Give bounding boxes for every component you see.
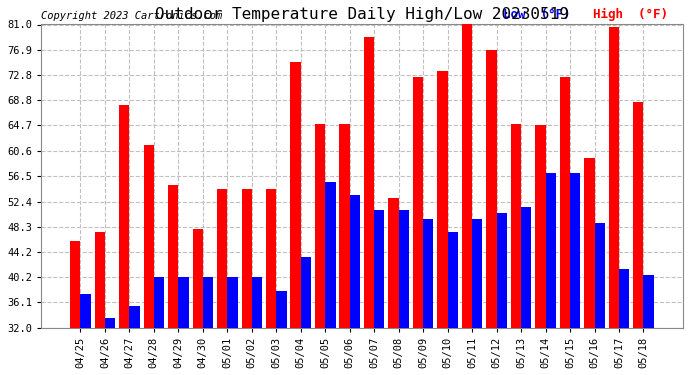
Bar xyxy=(448,232,458,375)
Bar xyxy=(413,77,423,375)
Bar xyxy=(472,219,482,375)
Bar xyxy=(546,173,556,375)
Bar xyxy=(399,210,409,375)
Title: Outdoor Temperature Daily High/Low 20230519: Outdoor Temperature Daily High/Low 20230… xyxy=(155,7,569,22)
Bar xyxy=(105,318,115,375)
Bar xyxy=(644,275,653,375)
Bar xyxy=(535,125,546,375)
Bar xyxy=(570,173,580,375)
Bar xyxy=(130,306,139,375)
Bar xyxy=(423,219,433,375)
Bar xyxy=(364,37,374,375)
Bar xyxy=(290,62,301,375)
Bar xyxy=(521,207,531,375)
Text: Low  (°F): Low (°F) xyxy=(503,9,571,21)
Bar xyxy=(619,269,629,375)
Bar xyxy=(154,277,164,375)
Bar xyxy=(178,277,188,375)
Bar xyxy=(511,123,521,375)
Bar xyxy=(462,18,472,375)
Bar xyxy=(486,50,497,375)
Bar xyxy=(193,229,203,375)
Bar xyxy=(315,123,325,375)
Bar xyxy=(203,277,213,375)
Bar xyxy=(437,71,448,375)
Bar xyxy=(301,256,311,375)
Bar xyxy=(144,145,154,375)
Bar xyxy=(388,198,399,375)
Text: Copyright 2023 Cartronics.com: Copyright 2023 Cartronics.com xyxy=(41,12,222,21)
Bar xyxy=(227,277,237,375)
Bar xyxy=(609,27,619,375)
Bar xyxy=(497,213,507,375)
Bar xyxy=(339,123,350,375)
Bar xyxy=(276,291,286,375)
Bar xyxy=(266,189,276,375)
Bar xyxy=(241,189,252,375)
Bar xyxy=(325,182,335,375)
Bar xyxy=(584,158,595,375)
Bar xyxy=(350,195,360,375)
Bar xyxy=(633,102,644,375)
Bar xyxy=(374,210,384,375)
Bar xyxy=(595,222,604,375)
Bar xyxy=(168,185,178,375)
Bar xyxy=(252,277,262,375)
Text: High  (°F): High (°F) xyxy=(593,8,668,21)
Bar xyxy=(217,189,227,375)
Bar xyxy=(95,232,105,375)
Bar xyxy=(119,105,130,375)
Bar xyxy=(560,77,570,375)
Bar xyxy=(70,241,81,375)
Bar xyxy=(81,294,90,375)
